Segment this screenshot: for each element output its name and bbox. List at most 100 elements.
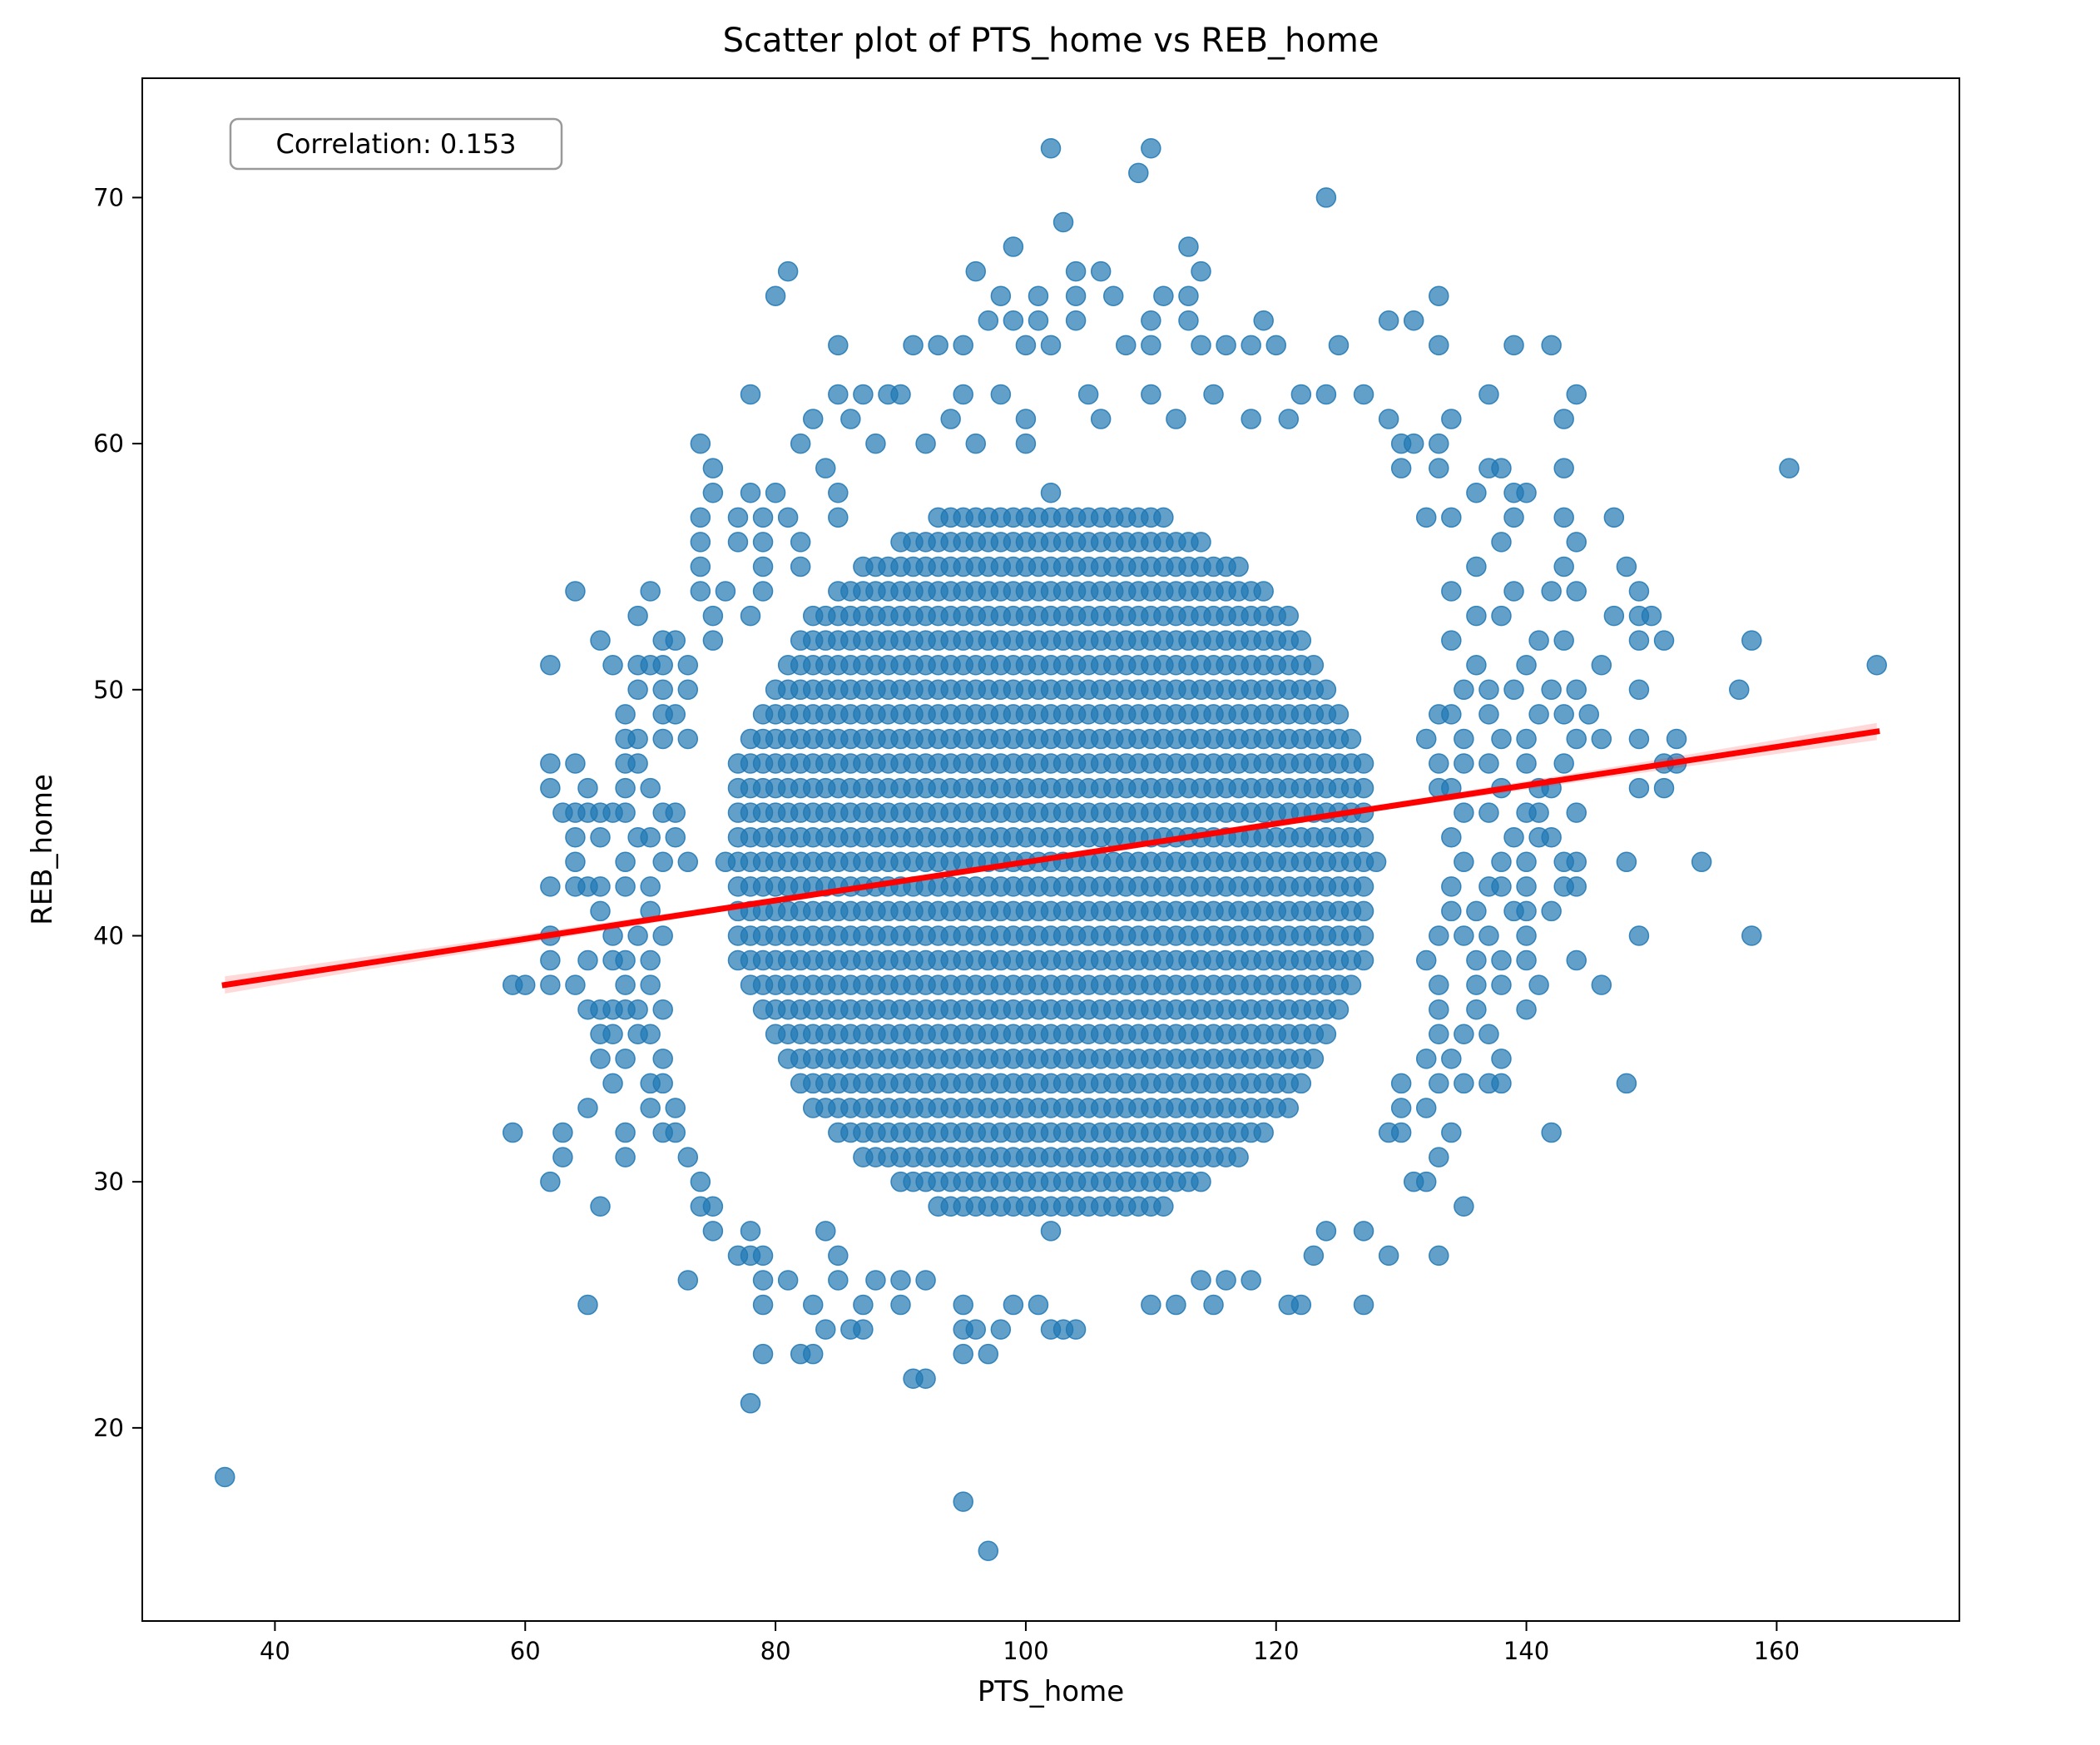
scatter-point xyxy=(752,556,774,578)
scatter-point xyxy=(1090,260,1112,282)
scatter-point xyxy=(1102,285,1124,306)
scatter-point xyxy=(615,704,636,725)
scatter-point xyxy=(740,1393,761,1414)
scatter-point xyxy=(1115,335,1137,356)
scatter-point xyxy=(602,654,623,676)
scatter-point xyxy=(565,851,586,873)
scatter-point xyxy=(1003,1294,1024,1316)
scatter-point xyxy=(1628,581,1650,602)
scatter-point xyxy=(577,1294,598,1316)
scatter-point xyxy=(1441,630,1462,651)
scatter-point xyxy=(1191,532,1211,553)
scatter-point xyxy=(1141,1294,1161,1316)
scatter-point xyxy=(1065,1319,1087,1340)
plot-area xyxy=(215,138,1887,1561)
scatter-point xyxy=(752,1343,774,1365)
scatter-point xyxy=(1491,458,1512,478)
scatter-point xyxy=(1040,335,1062,356)
scatter-point xyxy=(677,654,699,676)
scatter-point xyxy=(1566,802,1587,823)
scatter-point xyxy=(652,728,673,750)
scatter-point xyxy=(727,507,749,528)
scatter-point xyxy=(540,876,561,897)
scatter-point xyxy=(702,1196,724,1217)
scatter-point xyxy=(1353,925,1374,946)
axes-frame xyxy=(141,77,1960,1622)
scatter-point xyxy=(1566,679,1587,701)
scatter-point xyxy=(1591,654,1612,676)
scatter-point xyxy=(1779,458,1800,478)
scatter-point xyxy=(1478,925,1499,946)
scatter-point xyxy=(1454,1196,1474,1217)
scatter-point xyxy=(1191,1270,1211,1291)
scatter-point xyxy=(1553,507,1574,528)
scatter-point xyxy=(903,335,924,356)
scatter-point xyxy=(640,974,661,995)
scatter-point xyxy=(615,851,636,873)
scatter-point xyxy=(1353,384,1374,405)
scatter-point xyxy=(1216,1270,1236,1291)
scatter-point xyxy=(765,482,786,503)
scatter-point xyxy=(1429,753,1449,774)
scatter-point xyxy=(828,482,849,503)
scatter-point xyxy=(640,777,661,799)
scatter-point xyxy=(1415,507,1437,528)
scatter-point xyxy=(1166,409,1186,429)
scatter-point xyxy=(965,1319,987,1340)
scatter-point xyxy=(978,1343,999,1365)
scatter-point xyxy=(1503,335,1524,356)
scatter-point xyxy=(1466,900,1487,922)
scatter-point xyxy=(1216,335,1236,356)
scatter-point xyxy=(802,409,824,429)
scatter-point xyxy=(1390,458,1412,478)
scatter-point xyxy=(1065,285,1087,306)
scatter-point xyxy=(953,1343,973,1365)
scatter-point xyxy=(1315,384,1337,405)
scatter-point xyxy=(1516,654,1537,676)
scatter-point xyxy=(1141,310,1161,331)
scatter-point xyxy=(1541,679,1562,701)
scatter-point xyxy=(665,802,686,823)
scatter-point xyxy=(652,925,673,946)
scatter-point xyxy=(1528,802,1549,823)
x-tick-label: 80 xyxy=(760,1637,791,1665)
scatter-point xyxy=(540,654,561,676)
scatter-point xyxy=(1315,679,1337,701)
scatter-point xyxy=(790,433,811,454)
scatter-point xyxy=(1541,826,1562,848)
x-axis: 40 60 80 100 120 140 160 xyxy=(260,1621,1800,1665)
scatter-point xyxy=(1415,1171,1437,1192)
scatter-point xyxy=(890,384,911,405)
scatter-point xyxy=(690,1171,711,1192)
scatter-point xyxy=(828,507,849,528)
scatter-point xyxy=(502,1122,523,1143)
scatter-point xyxy=(1466,482,1487,503)
scatter-point xyxy=(1003,310,1024,331)
scatter-point xyxy=(690,507,711,528)
scatter-point xyxy=(615,1147,636,1167)
scatter-point xyxy=(1415,1098,1437,1118)
scatter-point xyxy=(565,826,586,848)
scatter-point xyxy=(640,876,661,897)
scatter-point xyxy=(1278,605,1300,627)
scatter-point xyxy=(1691,851,1712,873)
scatter-point xyxy=(1491,1073,1512,1094)
scatter-point xyxy=(1429,1147,1449,1167)
scatter-point xyxy=(1278,409,1300,429)
scatter-point xyxy=(1441,1048,1462,1069)
scatter-point xyxy=(990,285,1012,306)
scatter-point xyxy=(577,1098,598,1118)
scatter-point xyxy=(828,1270,849,1291)
scatter-point xyxy=(815,1221,836,1242)
scatter-point xyxy=(1441,826,1462,848)
scatter-point xyxy=(540,1171,561,1192)
scatter-point xyxy=(1553,556,1574,578)
scatter-point xyxy=(740,384,761,405)
scatter-point xyxy=(665,1098,686,1118)
scatter-point xyxy=(1303,1245,1325,1267)
scatter-point xyxy=(1303,1048,1325,1069)
scatter-point xyxy=(1141,384,1161,405)
scatter-point xyxy=(515,974,536,995)
scatter-point xyxy=(702,1221,724,1242)
